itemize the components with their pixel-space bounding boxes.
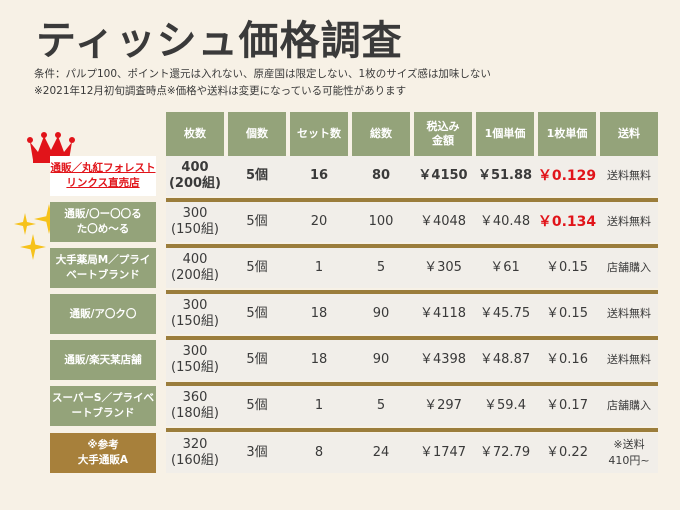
row-label: 通販/楽天某店舗 [50, 340, 156, 380]
table-cell: ￥0.22 [546, 445, 588, 460]
table-cell: 8 [314, 445, 324, 460]
header-price: 税込み 金額 [414, 112, 472, 156]
table-row [166, 340, 658, 380]
row-label: 通販/ア〇ク〇 [50, 294, 156, 334]
table-row [166, 433, 658, 473]
table-cell: ￥4118 [419, 306, 467, 321]
table-cell: ￥0.17 [546, 398, 588, 413]
table-cell: 24 [372, 445, 390, 460]
table-cell: 送料無料 [607, 215, 651, 228]
table-cell: ￥40.48 [479, 214, 531, 229]
table-cell: 90 [372, 352, 390, 367]
table-cell: 80 [371, 168, 391, 183]
table-cell: ￥0.16 [546, 352, 588, 367]
table-cell: 5個 [245, 168, 269, 183]
table-cell: 300 (150組) [171, 206, 219, 237]
table-cell: 300 (150組) [171, 298, 219, 329]
table-cell: ￥51.88 [477, 168, 533, 183]
table-cell: 360 (180組) [171, 390, 219, 421]
table-cell: 18 [310, 352, 328, 367]
disclaimer-note: ※2021年12月初旬調査時点※価格や送料は変更になっている可能性があります [34, 85, 407, 97]
table-cell: 送料無料 [607, 169, 651, 182]
table-cell: ￥0.15 [546, 260, 588, 275]
header-unit-price: 1個単価 [476, 112, 534, 156]
table-cell: 300 (150組) [171, 344, 219, 375]
header-total-count: 総数 [352, 112, 410, 156]
table-row [166, 156, 658, 196]
row-separator [166, 428, 658, 432]
row-separator [166, 382, 658, 386]
table-cell: ￥4048 [419, 214, 467, 229]
table-cell: 18 [310, 306, 328, 321]
table-cell: 90 [372, 306, 390, 321]
table-cell: 店舗購入 [607, 261, 651, 274]
table-cell: ￥297 [424, 398, 462, 413]
header-sheet-price: 1枚単価 [538, 112, 596, 156]
table-cell: 1 [314, 398, 324, 413]
row-label: ※参考 大手通販A [50, 433, 156, 473]
row-label: スーパーS／プライベ ートブランド [50, 386, 156, 426]
table-row [166, 202, 658, 242]
table-cell: ￥4150 [418, 168, 468, 183]
row-label: 通販/〇ー〇〇る た〇め～る [50, 202, 156, 242]
header-shipping: 送料 [600, 112, 658, 156]
row-separator [166, 244, 658, 248]
table-cell: 1 [314, 260, 324, 275]
sparkle-icon [20, 234, 46, 260]
sparkle-icon [14, 213, 36, 235]
row-separator [166, 336, 658, 340]
table-row [166, 386, 658, 426]
table-cell: 20 [310, 214, 328, 229]
table-row [166, 248, 658, 288]
table-cell: 5 [376, 398, 386, 413]
table-cell: 320 (160組) [171, 437, 219, 468]
table-cell: ￥0.134 [537, 214, 597, 230]
table-cell: ￥72.79 [479, 445, 531, 460]
table-cell: 5個 [246, 306, 268, 321]
table-cell: 3個 [246, 445, 268, 460]
table-cell: ￥305 [424, 260, 462, 275]
table-row [166, 294, 658, 334]
header-sheet-count: 枚数 [166, 112, 224, 156]
table-cell: 16 [309, 168, 329, 183]
table-cell: 5個 [246, 352, 268, 367]
table-cell: 400 (200組) [171, 252, 219, 283]
row-separator [166, 290, 658, 294]
table-cell: ￥48.87 [479, 352, 531, 367]
row-label: 通販／丸紅フォレスト リンクス直売店 [50, 156, 156, 196]
table-cell: 送料無料 [607, 307, 651, 320]
table-cell: 100 [368, 214, 394, 229]
table-cell: 店舗購入 [607, 399, 651, 412]
table-cell: ￥45.75 [479, 306, 531, 321]
table-cell: ￥59.4 [484, 398, 526, 413]
row-separator [166, 198, 658, 202]
table-cell: 送料無料 [607, 353, 651, 366]
page-title: ティッシュ価格調査 [36, 18, 403, 64]
header-set-count: セット数 [290, 112, 348, 156]
table-cell: ※送料 410円~ [608, 438, 650, 467]
sparkle-icon [34, 204, 64, 234]
row-label: 大手薬局M／プライ ベートブランド [50, 248, 156, 288]
table-cell: ￥1747 [419, 445, 467, 460]
table-cell: ￥0.15 [546, 306, 588, 321]
table-cell: 5個 [246, 398, 268, 413]
table-cell: ￥61 [490, 260, 520, 275]
table-cell: 400 (200組) [168, 160, 222, 191]
table-cell: 5個 [246, 214, 268, 229]
table-cell: 5 [376, 260, 386, 275]
table-cell: ￥0.129 [537, 168, 597, 184]
table-cell: 5個 [246, 260, 268, 275]
conditions-note: 条件：パルプ100、ポイント還元は入れない、原産国は限定しない、1枚のサイズ感は… [34, 68, 491, 80]
header-pack-count: 個数 [228, 112, 286, 156]
table-cell: ￥4398 [419, 352, 467, 367]
